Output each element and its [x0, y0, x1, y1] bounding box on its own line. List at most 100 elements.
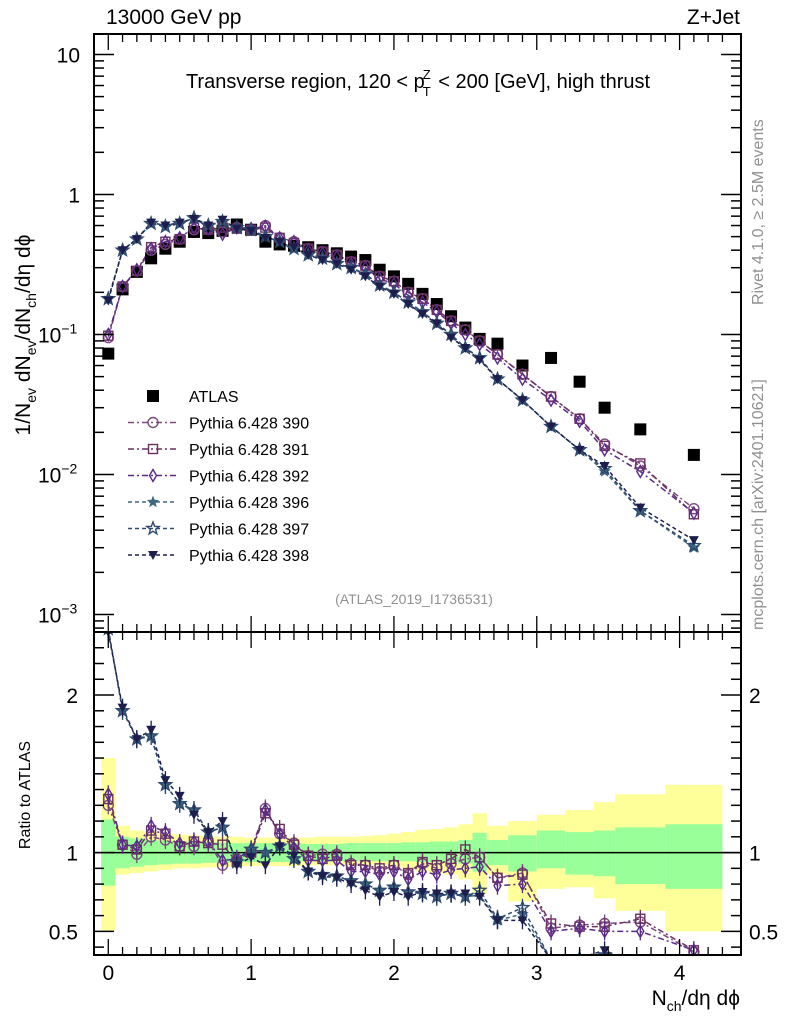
marker-triangle-down	[546, 956, 556, 965]
ratio-point	[599, 946, 610, 955]
analysis-annotation: (ATLAS_2019_I1736531)	[335, 591, 493, 607]
marker-star	[257, 844, 274, 860]
marker-diamond	[218, 853, 227, 868]
ratio-point	[446, 889, 457, 899]
data-point	[388, 289, 399, 299]
data-point	[203, 221, 214, 231]
data-point	[600, 442, 609, 458]
marker-triangle-down	[446, 333, 457, 343]
data-point	[346, 265, 357, 275]
marker-star	[146, 495, 160, 508]
marker-triangle-down	[360, 272, 371, 282]
marker-square	[145, 252, 158, 265]
ratio-point	[689, 942, 699, 955]
data-point	[493, 350, 502, 366]
green-band	[536, 830, 566, 869]
ratio-point	[161, 824, 170, 840]
green-band	[665, 824, 723, 889]
ratio-point	[514, 899, 531, 915]
marker-square	[598, 401, 611, 414]
ratio-point	[388, 887, 399, 897]
ratio-point	[260, 861, 271, 871]
data-point	[174, 218, 185, 228]
data-point	[599, 461, 610, 471]
data-point	[635, 503, 646, 513]
ratio-point	[146, 818, 156, 834]
marker-triangle-down	[417, 310, 428, 320]
data-point	[102, 347, 115, 360]
y-tick-label: 10−2	[38, 460, 78, 487]
marker-triangle-down	[689, 967, 699, 976]
x-tick-label: 3	[531, 962, 543, 985]
legend-label: Pythia 6.428 398	[189, 548, 309, 565]
marker-square	[102, 347, 115, 360]
legend-label: ATLAS	[189, 389, 239, 406]
ratio-point	[188, 810, 199, 820]
marker-triangle-down	[635, 962, 645, 971]
ratio-point	[688, 969, 700, 981]
marker-triangle-down	[217, 215, 228, 225]
marker-diamond	[146, 818, 156, 834]
y-tick-exponent: −1	[61, 320, 77, 336]
series-line-2	[107, 226, 695, 515]
ratio-point	[118, 837, 127, 853]
ratio-point	[600, 923, 609, 939]
marker-triangle-down	[446, 889, 457, 899]
y-tick-label: 1	[68, 184, 80, 207]
marker-diamond	[518, 876, 527, 892]
ratio-point	[575, 920, 584, 936]
marker-triangle-down	[117, 703, 128, 713]
marker-diamond	[118, 279, 127, 294]
green-band	[401, 842, 416, 862]
marker-diamond	[575, 413, 584, 429]
data-point	[446, 333, 457, 343]
data-point	[360, 272, 371, 282]
data-point	[131, 235, 142, 245]
marker-triangle-down	[346, 265, 357, 275]
data-point	[145, 252, 158, 265]
marker-diamond	[493, 878, 502, 894]
xlabel-b: /dη dϕ	[682, 987, 740, 1010]
marker-triangle-down	[388, 887, 399, 897]
legend-marker	[148, 551, 158, 560]
data-point	[161, 234, 170, 250]
y-tick-label: 10	[57, 44, 80, 67]
legend-marker	[148, 468, 158, 483]
marker-diamond	[600, 442, 609, 458]
marker-star	[171, 795, 188, 811]
data-point	[218, 226, 227, 242]
marker-diamond	[175, 835, 185, 851]
marker-square	[474, 335, 485, 347]
title-post: < 200 [GeV], high thrust	[433, 71, 651, 93]
marker-triangle-down	[288, 243, 299, 253]
marker-diamond	[148, 468, 158, 483]
legend-label: Pythia 6.428 397	[189, 522, 309, 539]
ratio-point	[203, 828, 214, 838]
header-left: 13000 GeV pp	[106, 6, 241, 29]
marker-triangle-down	[160, 221, 171, 231]
data-point	[146, 218, 157, 228]
green-band	[565, 832, 594, 875]
data-point	[246, 226, 257, 236]
y-tick-base: 10	[38, 464, 61, 487]
ylabel-a-sub: ev	[23, 388, 39, 403]
marker-triangle-down	[203, 828, 214, 838]
marker-diamond	[332, 853, 342, 868]
marker-triangle-down	[346, 880, 357, 890]
y-tick-exponent: −3	[61, 601, 77, 617]
ratio-point	[546, 923, 556, 939]
data-point	[175, 230, 185, 246]
ratio-point	[493, 878, 502, 894]
marker-triangle-down	[688, 536, 699, 546]
marker-diamond	[635, 464, 645, 479]
data-point	[688, 502, 700, 515]
ratio-line-2	[107, 794, 695, 951]
data-point	[117, 246, 128, 256]
marker-diamond	[261, 802, 270, 818]
ratio-point	[518, 876, 527, 892]
data-point	[303, 250, 314, 260]
marker-triangle-down	[317, 872, 328, 882]
y-tick-label: 10−1	[38, 320, 78, 347]
ratio-point	[688, 969, 700, 981]
data-point	[545, 391, 557, 402]
